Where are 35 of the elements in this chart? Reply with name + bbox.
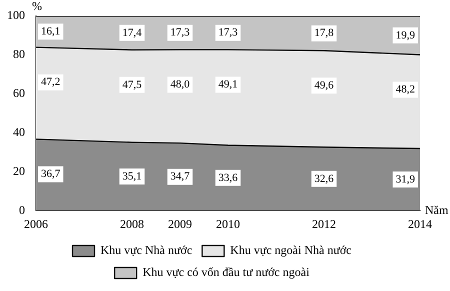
y-tick-label: 20: [13, 164, 25, 178]
x-tick-label: 2012: [312, 216, 336, 231]
data-label: 17,8: [314, 27, 334, 40]
x-tick-label: 2006: [24, 216, 48, 231]
x-tick-label: 2008: [120, 216, 144, 231]
data-label: 17,3: [170, 26, 190, 39]
x-tick-label: 2009: [168, 216, 192, 231]
data-label: 47,5: [122, 78, 142, 91]
x-axis-title: Năm: [425, 202, 449, 217]
data-label: 36,7: [41, 168, 61, 180]
data-label: 17,4: [122, 26, 142, 39]
data-label: 35,1: [122, 170, 142, 182]
x-tick-label: 2014: [408, 216, 432, 231]
data-label: 49,1: [218, 78, 238, 91]
legend-label: Khu vực có vốn đầu tư nước ngoài: [142, 265, 310, 280]
data-label: 48,2: [396, 84, 415, 96]
data-label: 19,9: [396, 29, 416, 42]
y-tick-label: 0: [19, 202, 25, 217]
x-tick-label: 2010: [216, 216, 240, 231]
y-tick-label: 80: [13, 47, 25, 62]
y-tick-label: 60: [13, 86, 25, 100]
legend-label: Khu vực ngoài Nhà nước: [230, 243, 352, 258]
y-tick-label: 100: [7, 8, 25, 22]
y-axis-title: %: [32, 0, 42, 14]
data-label: 49,6: [314, 80, 334, 92]
data-label: 31,9: [396, 173, 416, 186]
legend-label: Khu vực Nhà nước: [100, 243, 192, 258]
data-label: 32,6: [314, 172, 334, 185]
y-tick-label: 40: [13, 124, 25, 139]
data-label: 17,3: [218, 26, 238, 39]
data-label: 34,7: [170, 170, 190, 183]
data-label: 47,2: [41, 76, 60, 88]
data-label: 33,6: [218, 172, 238, 184]
data-label: 48,0: [170, 78, 190, 91]
data-label: 16,1: [41, 26, 60, 38]
